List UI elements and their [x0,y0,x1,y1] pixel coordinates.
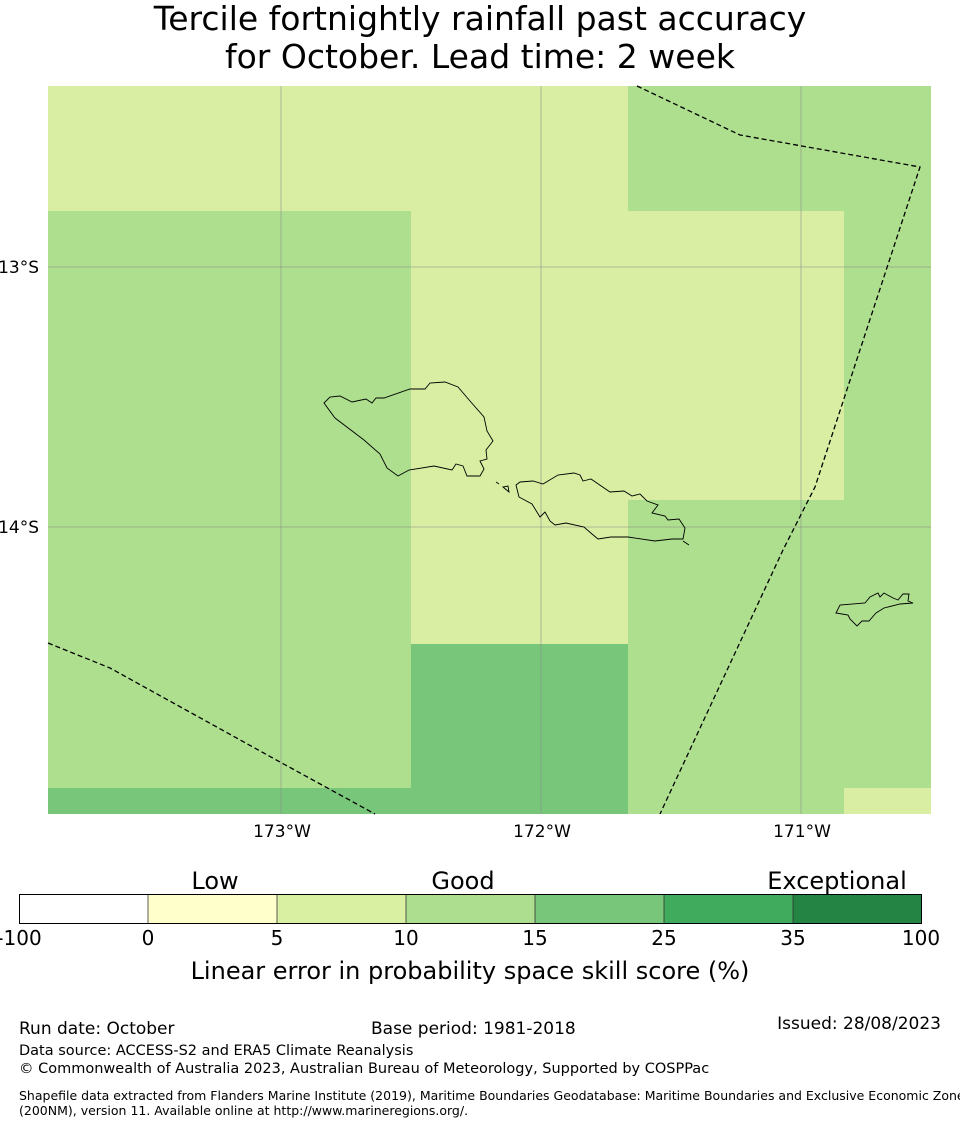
lon-tick-171w: 171°W [773,822,831,842]
skill-cell [411,500,628,644]
colorbar-label-low: Low [191,867,239,895]
eez-boundary-southwest [47,642,376,815]
colorbar-tick: 35 [780,926,806,950]
data-source: Data source: ACCESS-S2 and ERA5 Climate … [19,1043,414,1059]
skill-cell [844,211,931,788]
coastlines [323,381,914,627]
copyright-notice: © Commonwealth of Australia 2023, Austra… [19,1061,710,1077]
colorbar-tick: 0 [141,926,155,950]
lon-tick-173w: 173°W [253,822,311,842]
issued-date: Issued: 28/08/2023 [777,1014,941,1034]
colorbar-tick: 25 [651,926,677,950]
skill-cell [411,644,628,788]
colorbar-segment [406,894,535,924]
skill-cell [628,788,844,814]
colorbar-label-good: Good [431,867,495,895]
colorbar-tick: 5 [270,926,284,950]
colorbar-segment [535,894,664,924]
savaii-island-outline [323,381,494,477]
lon-tick-172w: 172°W [513,822,571,842]
skill-cell [48,211,411,788]
skill-grid [48,86,931,814]
shapefile-credit-line-2: (200NM), version 11. Available online at… [19,1103,469,1118]
colorbar-segment [664,894,793,924]
manono-island-outline [501,485,510,494]
colorbar-segment [19,894,148,924]
colorbar-segment [148,894,277,924]
apolima-island-outline [495,481,500,485]
map-title-line-2: for October. Lead time: 2 week [224,37,735,76]
skill-cell [48,788,628,814]
tutuila-island-outline [835,592,914,627]
eez-boundaries [47,85,921,815]
colorbar-tick: 100 [901,926,941,950]
colorbar [19,894,922,924]
colorbar-caption: Linear error in probability space skill … [190,957,750,985]
lat-tick-13s: 13°S [0,258,39,278]
skill-cell [628,500,844,788]
colorbar-label-exceptional: Exceptional [767,867,907,895]
colorbar-tick: -100 [0,926,42,950]
map-title-line-1: Tercile fortnightly rainfall past accura… [153,0,807,38]
upolu-island-outline [515,472,686,542]
skill-map [47,85,931,815]
colorbar-segment [793,894,922,924]
colorbar-tick: 15 [522,926,548,950]
skill-cell [628,86,931,211]
graticule [48,86,931,814]
colorbar-segment [277,894,406,924]
skill-cell [411,211,844,500]
eez-boundary-east [636,85,921,815]
colorbar-tick: 10 [393,926,419,950]
upolu-tip [682,540,690,546]
shapefile-credit-line-1: Shapefile data extracted from Flanders M… [19,1088,960,1103]
skill-cell [48,86,628,211]
run-date: Run date: October [19,1019,175,1039]
lat-tick-14s: 14°S [0,518,39,538]
base-period: Base period: 1981-2018 [371,1019,576,1039]
skill-cell [844,788,931,814]
